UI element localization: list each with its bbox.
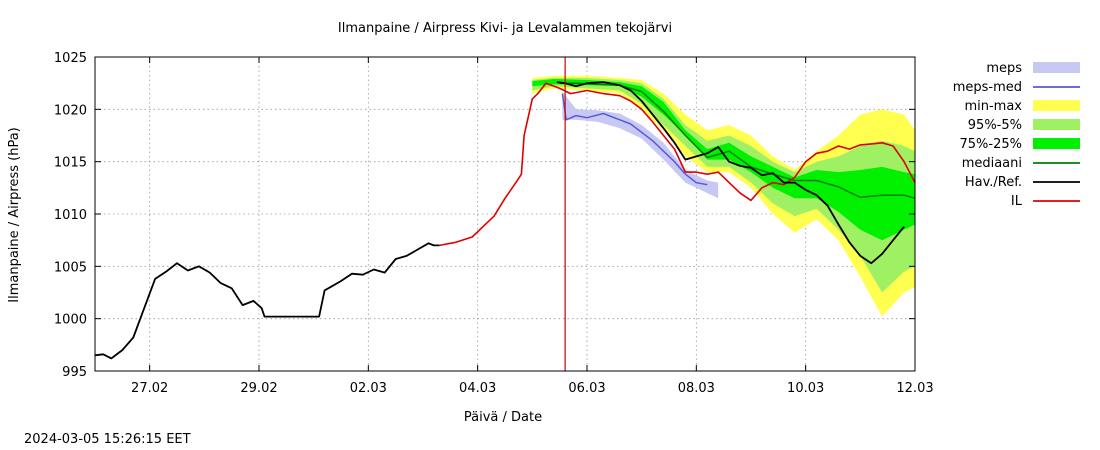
legend-label-minmax: min-max	[964, 99, 1022, 114]
series-hav	[94, 81, 905, 360]
timestamp: 2024-03-05 15:26:15 EET	[24, 432, 191, 447]
x-tick-label: 02.03	[350, 381, 387, 396]
x-tick-label: 06.03	[568, 381, 605, 396]
y-tick-label: 1005	[54, 260, 87, 275]
legend-swatch-meps	[1033, 62, 1080, 73]
y-tick-label: 1010	[54, 208, 87, 223]
x-axis-label: Päivä / Date	[464, 410, 542, 425]
legend-label-mediaani: mediaani	[962, 156, 1022, 171]
legend-swatch-p75-25	[1033, 138, 1080, 149]
axis-ticks: 995 1000 1005 1010 1015 1020 1025 27.02 29.02 02.…	[54, 51, 934, 396]
legend-label-p75-25: 75%-25%	[960, 137, 1022, 152]
bands	[532, 75, 915, 317]
band-meps	[562, 91, 719, 199]
series-il	[439, 82, 916, 247]
legend-label-il: IL	[1011, 194, 1023, 209]
x-tick-label: 27.02	[131, 381, 168, 396]
series-meps-med	[561, 93, 708, 186]
legend-label-hav: Hav./Ref.	[965, 175, 1022, 190]
y-tick-label: 1000	[54, 313, 87, 328]
y-tick-label: 1020	[54, 103, 87, 118]
chart-title: Ilmanpaine / Airpress Kivi- ja Levalamme…	[338, 21, 672, 36]
y-tick-label: 1015	[54, 156, 87, 171]
legend-label-meps-med: meps-med	[953, 80, 1022, 95]
y-tick-label: 1025	[54, 51, 87, 66]
x-tick-label: 29.02	[240, 381, 277, 396]
plot-area: 995 1000 1005 1010 1015 1020 1025 27.02 29.02 02.…	[54, 51, 934, 396]
legend: meps meps-med min-max 95%-5% 75%-25% mediaani…	[953, 61, 1080, 209]
y-tick-label: 995	[62, 365, 87, 380]
x-tick-label: 10.03	[787, 381, 824, 396]
x-tick-label: 08.03	[678, 381, 715, 396]
legend-label-meps: meps	[986, 61, 1022, 76]
legend-swatch-p95-5	[1033, 119, 1080, 130]
y-axis-label: Ilmanpaine / Airpress (hPa)	[7, 127, 22, 302]
series-lines	[94, 81, 916, 360]
legend-label-p95-5: 95%-5%	[968, 118, 1022, 133]
x-tick-label: 04.03	[459, 381, 496, 396]
x-tick-label: 12.03	[896, 381, 933, 396]
grid-lines	[95, 57, 915, 371]
legend-swatch-minmax	[1033, 100, 1080, 111]
band-p75-25	[532, 79, 915, 241]
